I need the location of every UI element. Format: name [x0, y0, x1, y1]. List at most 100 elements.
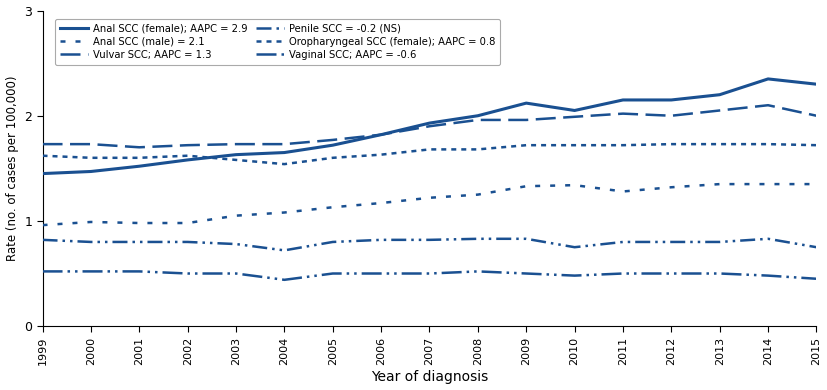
Anal SCC (male) = 2.1	[715, 182, 724, 186]
Vulvar SCC; AAPC = 1.3	[376, 132, 386, 137]
Anal SCC (male) = 2.1	[37, 223, 47, 227]
Anal SCC (female); AAPC = 2.9	[37, 171, 47, 176]
Penile SCC = -0.2 (NS)	[667, 239, 676, 244]
Vaginal SCC; AAPC = -0.6	[37, 269, 47, 274]
Anal SCC (female); AAPC = 2.9	[473, 113, 483, 118]
Penile SCC = -0.2 (NS)	[327, 239, 337, 244]
Anal SCC (female); AAPC = 2.9	[667, 98, 676, 102]
Penile SCC = -0.2 (NS)	[763, 236, 773, 241]
X-axis label: Year of diagnosis: Year of diagnosis	[370, 370, 488, 385]
Vaginal SCC; AAPC = -0.6	[424, 271, 434, 276]
Penile SCC = -0.2 (NS)	[37, 238, 47, 242]
Vaginal SCC; AAPC = -0.6	[618, 271, 628, 276]
Vulvar SCC; AAPC = 1.3	[327, 138, 337, 142]
Penile SCC = -0.2 (NS)	[618, 239, 628, 244]
Y-axis label: Rate (no. of cases per 100,000): Rate (no. of cases per 100,000)	[6, 76, 18, 261]
Oropharyngeal SCC (female); AAPC = 0.8	[618, 143, 628, 147]
Anal SCC (male) = 2.1	[424, 195, 434, 200]
Vulvar SCC; AAPC = 1.3	[231, 142, 241, 147]
Penile SCC = -0.2 (NS)	[424, 238, 434, 242]
Vulvar SCC; AAPC = 1.3	[521, 118, 531, 122]
Anal SCC (male) = 2.1	[134, 221, 144, 225]
Anal SCC (female); AAPC = 2.9	[376, 132, 386, 137]
Penile SCC = -0.2 (NS)	[86, 239, 96, 244]
Anal SCC (female); AAPC = 2.9	[327, 143, 337, 147]
Anal SCC (female); AAPC = 2.9	[86, 169, 96, 174]
Vaginal SCC; AAPC = -0.6	[667, 271, 676, 276]
Vulvar SCC; AAPC = 1.3	[86, 142, 96, 147]
Vulvar SCC; AAPC = 1.3	[811, 113, 821, 118]
Oropharyngeal SCC (female); AAPC = 0.8	[763, 142, 773, 147]
Oropharyngeal SCC (female); AAPC = 0.8	[811, 143, 821, 147]
Vaginal SCC; AAPC = -0.6	[280, 277, 289, 282]
Anal SCC (male) = 2.1	[376, 201, 386, 206]
Anal SCC (male) = 2.1	[231, 213, 241, 218]
Anal SCC (male) = 2.1	[86, 220, 96, 224]
Line: Vulvar SCC; AAPC = 1.3: Vulvar SCC; AAPC = 1.3	[42, 105, 816, 147]
Oropharyngeal SCC (female); AAPC = 0.8	[667, 142, 676, 147]
Penile SCC = -0.2 (NS)	[280, 248, 289, 253]
Line: Penile SCC = -0.2 (NS): Penile SCC = -0.2 (NS)	[42, 239, 816, 250]
Vaginal SCC; AAPC = -0.6	[376, 271, 386, 276]
Penile SCC = -0.2 (NS)	[811, 245, 821, 250]
Legend: Anal SCC (female); AAPC = 2.9, Anal SCC (male) = 2.1, Vulvar SCC; AAPC = 1.3, Pe: Anal SCC (female); AAPC = 2.9, Anal SCC …	[55, 19, 500, 65]
Anal SCC (male) = 2.1	[667, 185, 676, 190]
Line: Vaginal SCC; AAPC = -0.6: Vaginal SCC; AAPC = -0.6	[42, 271, 816, 280]
Anal SCC (male) = 2.1	[183, 221, 193, 225]
Vaginal SCC; AAPC = -0.6	[231, 271, 241, 276]
Penile SCC = -0.2 (NS)	[521, 236, 531, 241]
Line: Anal SCC (female); AAPC = 2.9: Anal SCC (female); AAPC = 2.9	[42, 79, 816, 174]
Anal SCC (female); AAPC = 2.9	[183, 158, 193, 162]
Vulvar SCC; AAPC = 1.3	[715, 108, 724, 113]
Oropharyngeal SCC (female); AAPC = 0.8	[327, 156, 337, 160]
Vaginal SCC; AAPC = -0.6	[134, 269, 144, 274]
Vulvar SCC; AAPC = 1.3	[424, 124, 434, 129]
Vaginal SCC; AAPC = -0.6	[327, 271, 337, 276]
Vulvar SCC; AAPC = 1.3	[473, 118, 483, 122]
Vaginal SCC; AAPC = -0.6	[86, 269, 96, 274]
Anal SCC (male) = 2.1	[473, 192, 483, 197]
Vulvar SCC; AAPC = 1.3	[618, 111, 628, 116]
Vaginal SCC; AAPC = -0.6	[715, 271, 724, 276]
Oropharyngeal SCC (female); AAPC = 0.8	[86, 156, 96, 160]
Penile SCC = -0.2 (NS)	[183, 239, 193, 244]
Oropharyngeal SCC (female); AAPC = 0.8	[183, 153, 193, 158]
Anal SCC (female); AAPC = 2.9	[521, 101, 531, 105]
Vulvar SCC; AAPC = 1.3	[280, 142, 289, 147]
Penile SCC = -0.2 (NS)	[376, 238, 386, 242]
Vaginal SCC; AAPC = -0.6	[811, 277, 821, 281]
Oropharyngeal SCC (female); AAPC = 0.8	[570, 143, 580, 147]
Vulvar SCC; AAPC = 1.3	[134, 145, 144, 150]
Anal SCC (female); AAPC = 2.9	[715, 92, 724, 97]
Anal SCC (male) = 2.1	[521, 184, 531, 188]
Oropharyngeal SCC (female); AAPC = 0.8	[521, 143, 531, 147]
Line: Oropharyngeal SCC (female); AAPC = 0.8: Oropharyngeal SCC (female); AAPC = 0.8	[42, 144, 816, 164]
Anal SCC (male) = 2.1	[763, 182, 773, 186]
Penile SCC = -0.2 (NS)	[715, 239, 724, 244]
Anal SCC (male) = 2.1	[280, 210, 289, 215]
Oropharyngeal SCC (female); AAPC = 0.8	[231, 158, 241, 162]
Vulvar SCC; AAPC = 1.3	[183, 143, 193, 147]
Line: Anal SCC (male) = 2.1: Anal SCC (male) = 2.1	[42, 184, 816, 225]
Oropharyngeal SCC (female); AAPC = 0.8	[280, 162, 289, 167]
Penile SCC = -0.2 (NS)	[231, 242, 241, 246]
Anal SCC (female); AAPC = 2.9	[618, 98, 628, 102]
Oropharyngeal SCC (female); AAPC = 0.8	[37, 153, 47, 158]
Vaginal SCC; AAPC = -0.6	[473, 269, 483, 274]
Anal SCC (female); AAPC = 2.9	[231, 152, 241, 157]
Anal SCC (female); AAPC = 2.9	[424, 121, 434, 126]
Anal SCC (male) = 2.1	[618, 189, 628, 194]
Penile SCC = -0.2 (NS)	[134, 239, 144, 244]
Vaginal SCC; AAPC = -0.6	[763, 273, 773, 278]
Anal SCC (female); AAPC = 2.9	[570, 108, 580, 113]
Oropharyngeal SCC (female); AAPC = 0.8	[424, 147, 434, 152]
Penile SCC = -0.2 (NS)	[473, 236, 483, 241]
Vulvar SCC; AAPC = 1.3	[570, 114, 580, 119]
Vaginal SCC; AAPC = -0.6	[570, 273, 580, 278]
Oropharyngeal SCC (female); AAPC = 0.8	[376, 152, 386, 157]
Penile SCC = -0.2 (NS)	[570, 245, 580, 250]
Anal SCC (female); AAPC = 2.9	[811, 82, 821, 87]
Vulvar SCC; AAPC = 1.3	[37, 142, 47, 147]
Anal SCC (male) = 2.1	[811, 182, 821, 186]
Vaginal SCC; AAPC = -0.6	[183, 271, 193, 276]
